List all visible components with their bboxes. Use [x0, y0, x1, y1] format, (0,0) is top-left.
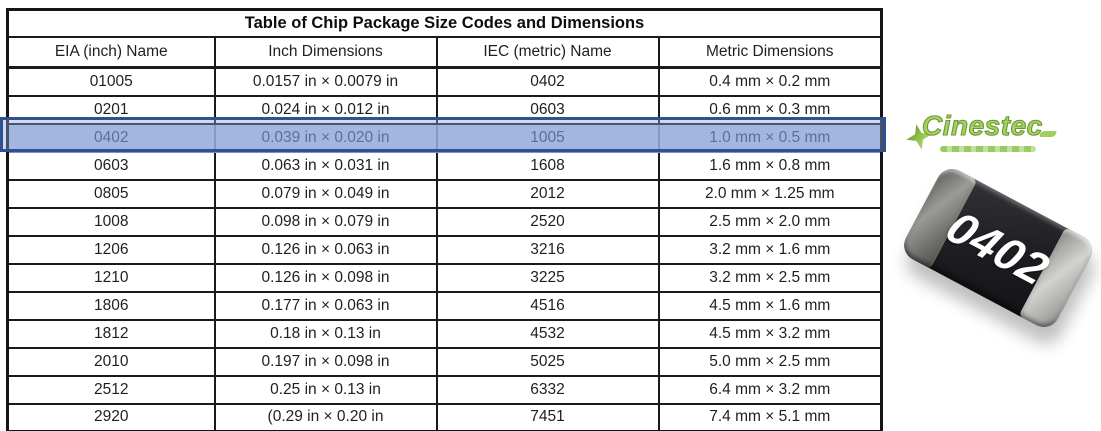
- table-cell: 2920: [6, 402, 216, 431]
- chip-body: 0402: [898, 163, 1098, 333]
- table-cell: 5.0 mm × 2.5 mm: [657, 346, 883, 377]
- table-title-row: Table of Chip Package Size Codes and Dim…: [6, 8, 883, 38]
- highlighted-table-row: 0402 0.039 in × 0.020 in 1005 1.0 mm × 0…: [6, 122, 883, 153]
- column-header-inch-dimensions: Inch Dimensions: [213, 36, 438, 69]
- table-header-row: EIA (inch) Name Inch Dimensions IEC (met…: [6, 36, 883, 69]
- table-title: Table of Chip Package Size Codes and Dim…: [6, 8, 883, 38]
- table-cell: 0603: [6, 150, 216, 181]
- table-cell: 0805: [6, 178, 216, 209]
- table-cell: 1806: [6, 290, 216, 321]
- table-cell: 1008: [6, 206, 216, 237]
- table-cell: 1206: [6, 234, 216, 265]
- table-cell: 5025: [435, 346, 660, 377]
- table-cell: 2512: [6, 374, 216, 405]
- table-cell: 0603: [435, 94, 660, 125]
- table-cell: 0.18 in × 0.13 in: [213, 318, 438, 349]
- table-row: 1008 0.098 in × 0.079 in 2520 2.5 mm × 2…: [6, 206, 883, 237]
- table-row: 2010 0.197 in × 0.098 in 5025 5.0 mm × 2…: [6, 346, 883, 377]
- table-cell: 7.4 mm × 5.1 mm: [657, 402, 883, 431]
- table-row: 2920 (0.29 in × 0.20 in 7451 7.4 mm × 5.…: [6, 402, 883, 431]
- table-cell: 0.063 in × 0.031 in: [213, 150, 438, 181]
- logo-tagline-bar: [940, 146, 1036, 152]
- logo-wordmark: Cinestec: [921, 109, 1043, 141]
- table-cell: 0.197 in × 0.098 in: [213, 346, 438, 377]
- table-cell: 0.25 in × 0.13 in: [213, 374, 438, 405]
- chip-label: 0402: [937, 200, 1059, 296]
- table-cell: 2010: [6, 346, 216, 377]
- table-cell: 2.0 mm × 1.25 mm: [657, 178, 883, 209]
- table-cell: 4516: [435, 290, 660, 321]
- table-cell: 6.4 mm × 3.2 mm: [657, 374, 883, 405]
- table-row: 1806 0.177 in × 0.063 in 4516 4.5 mm × 1…: [6, 290, 883, 321]
- table-cell: 0.098 in × 0.079 in: [213, 206, 438, 237]
- table-cell: 0.126 in × 0.098 in: [213, 262, 438, 293]
- table-row: 2512 0.25 in × 0.13 in 6332 6.4 mm × 3.2…: [6, 374, 883, 405]
- table-cell: 0402: [6, 122, 216, 153]
- table-cell: 2.5 mm × 2.0 mm: [657, 206, 883, 237]
- vendor-logo: Cinestec: [908, 104, 1058, 166]
- chip-photo: 0402: [896, 163, 1101, 333]
- table-cell: 4532: [435, 318, 660, 349]
- column-header-eia-name: EIA (inch) Name: [6, 36, 216, 69]
- table-cell: 1005: [435, 122, 660, 153]
- logo-swoosh-icon: [1038, 131, 1058, 137]
- table-cell: 0.177 in × 0.063 in: [213, 290, 438, 321]
- table-cell: 0.079 in × 0.049 in: [213, 178, 438, 209]
- table-row: 1210 0.126 in × 0.098 in 3225 3.2 mm × 2…: [6, 262, 883, 293]
- table-cell: 1608: [435, 150, 660, 181]
- table-cell: 0.024 in × 0.012 in: [213, 94, 438, 125]
- table-cell: 0.6 mm × 0.3 mm: [657, 94, 883, 125]
- table-cell: 2012: [435, 178, 660, 209]
- table-row: 01005 0.0157 in × 0.0079 in 0402 0.4 mm …: [6, 66, 883, 97]
- column-header-iec-name: IEC (metric) Name: [435, 36, 660, 69]
- table-row: 0603 0.063 in × 0.031 in 1608 1.6 mm × 0…: [6, 150, 883, 181]
- table-cell: 0201: [6, 94, 216, 125]
- table-cell: 3216: [435, 234, 660, 265]
- table-cell: 01005: [6, 66, 216, 97]
- table-row: 0201 0.024 in × 0.012 in 0603 0.6 mm × 0…: [6, 94, 883, 125]
- table-cell: 3.2 mm × 1.6 mm: [657, 234, 883, 265]
- table-cell: 0.126 in × 0.063 in: [213, 234, 438, 265]
- table-cell: 1210: [6, 262, 216, 293]
- table-cell: 1.0 mm × 0.5 mm: [657, 122, 883, 153]
- table-cell: 0.4 mm × 0.2 mm: [657, 66, 883, 97]
- table-cell: 7451: [435, 402, 660, 431]
- table-cell: 0.039 in × 0.020 in: [213, 122, 438, 153]
- table-cell: 0.0157 in × 0.0079 in: [213, 66, 438, 97]
- table-cell: 3225: [435, 262, 660, 293]
- table-row: 0805 0.079 in × 0.049 in 2012 2.0 mm × 1…: [6, 178, 883, 209]
- table-cell: (0.29 in × 0.20 in: [213, 402, 438, 431]
- table-cell: 1.6 mm × 0.8 mm: [657, 150, 883, 181]
- table-row: 1206 0.126 in × 0.063 in 3216 3.2 mm × 1…: [6, 234, 883, 265]
- table-cell: 2520: [435, 206, 660, 237]
- table-cell: 4.5 mm × 3.2 mm: [657, 318, 883, 349]
- chip-size-table: Table of Chip Package Size Codes and Dim…: [6, 8, 884, 431]
- table-cell: 6332: [435, 374, 660, 405]
- table-cell: 4.5 mm × 1.6 mm: [657, 290, 883, 321]
- table-row: 1812 0.18 in × 0.13 in 4532 4.5 mm × 3.2…: [6, 318, 883, 349]
- column-header-metric-dimensions: Metric Dimensions: [657, 36, 883, 69]
- table-cell: 3.2 mm × 2.5 mm: [657, 262, 883, 293]
- table-cell: 0402: [435, 66, 660, 97]
- table-cell: 1812: [6, 318, 216, 349]
